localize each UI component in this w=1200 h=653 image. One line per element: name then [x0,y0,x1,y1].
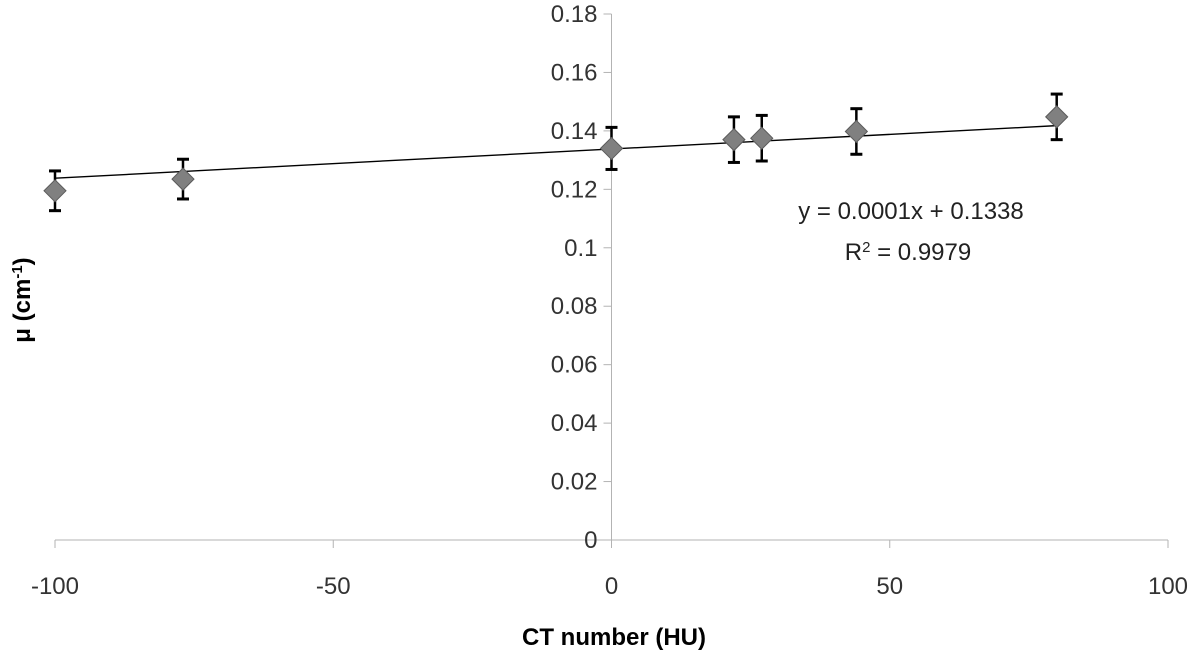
r-squared-prefix: R [845,239,862,266]
data-point-marker [1044,105,1069,129]
x-axis-title: CT number (HU) [522,624,706,651]
data-point-marker [599,136,624,161]
y-axis-title-tail: ) [9,257,36,265]
data-point-marker [750,126,774,150]
data-point-marker [844,119,869,144]
x-tick-label: 50 [876,573,903,600]
x-tick-label: -50 [316,573,351,600]
r-squared-value: = 0.9979 [870,239,971,266]
data-point-marker [171,167,195,191]
markers-layer [43,105,1069,203]
y-tick-label: 0 [584,527,597,554]
y-axis-title-superscript: -1 [9,265,26,278]
data-point-marker [43,179,67,203]
y-tick-label: 0.08 [551,293,598,320]
y-tick-label: 0.02 [551,469,598,496]
y-axis-title-main: μ (cm [9,279,36,343]
r-squared-label: R2 = 0.9979 [845,239,971,267]
y-tick-label: 0.1 [564,235,597,262]
x-tick-label: -100 [31,573,79,600]
y-tick-label: 0.16 [551,59,598,86]
trendline [54,124,1057,179]
trendline-layer [54,124,1057,179]
y-tick-label: 0.04 [551,410,598,437]
y-tick-label: 0.18 [551,1,598,28]
r-squared-superscript: 2 [862,239,870,256]
y-tick-label: 0.12 [551,176,598,203]
x-tick-label: 100 [1148,573,1188,600]
data-point-marker [722,127,746,152]
y-tick-label: 0.14 [551,118,598,145]
y-axis-title: μ (cm-1) [9,257,37,342]
axes-layer: -100 -50 0 50 100 0 0.02 0.04 0.06 0.08 0.1 0.12 0.1… [31,1,1188,600]
trendline-equation: y = 0.0001x + 0.1338 [798,198,1024,225]
y-tick-label: 0.06 [551,352,598,379]
x-tick-label: 0 [605,573,618,600]
